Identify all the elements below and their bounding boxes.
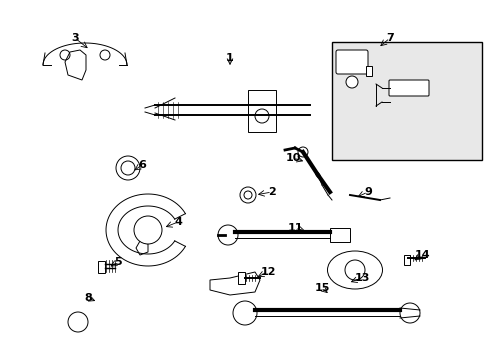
Circle shape bbox=[60, 50, 70, 60]
Text: 8: 8 bbox=[84, 293, 92, 303]
Ellipse shape bbox=[327, 251, 382, 289]
Text: 15: 15 bbox=[314, 283, 329, 293]
Circle shape bbox=[116, 156, 140, 180]
Bar bbox=[365, 66, 371, 76]
Bar bbox=[331, 42, 481, 160]
Text: 1: 1 bbox=[225, 53, 233, 63]
Bar bbox=[247, 90, 275, 132]
Circle shape bbox=[134, 216, 162, 244]
Circle shape bbox=[218, 225, 238, 245]
Bar bbox=[238, 272, 244, 284]
Text: 3: 3 bbox=[71, 33, 79, 43]
Circle shape bbox=[121, 161, 135, 175]
Circle shape bbox=[345, 260, 364, 280]
Text: 9: 9 bbox=[364, 187, 371, 197]
Circle shape bbox=[244, 191, 251, 199]
Text: 6: 6 bbox=[138, 160, 145, 170]
Circle shape bbox=[297, 147, 307, 157]
Circle shape bbox=[68, 312, 88, 332]
Text: 4: 4 bbox=[174, 217, 182, 227]
Text: 11: 11 bbox=[286, 223, 302, 233]
Circle shape bbox=[399, 303, 419, 323]
Bar bbox=[98, 261, 105, 273]
Bar bbox=[403, 255, 409, 265]
Text: 7: 7 bbox=[386, 33, 393, 43]
FancyBboxPatch shape bbox=[388, 80, 428, 96]
Circle shape bbox=[100, 50, 110, 60]
Bar bbox=[329, 228, 349, 242]
Circle shape bbox=[254, 109, 268, 123]
Text: 10: 10 bbox=[285, 153, 300, 163]
Circle shape bbox=[240, 187, 256, 203]
Circle shape bbox=[232, 301, 257, 325]
Text: 12: 12 bbox=[260, 267, 275, 277]
Circle shape bbox=[346, 76, 357, 88]
Text: 5: 5 bbox=[114, 257, 122, 267]
Text: 2: 2 bbox=[267, 187, 275, 197]
Text: 13: 13 bbox=[354, 273, 369, 283]
Text: 14: 14 bbox=[413, 250, 429, 260]
FancyBboxPatch shape bbox=[335, 50, 367, 74]
